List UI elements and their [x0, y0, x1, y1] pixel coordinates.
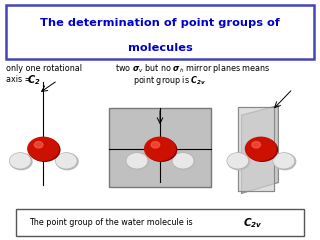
Text: The determination of point groups of: The determination of point groups of [40, 18, 280, 28]
Bar [6, 5, 314, 59]
Polygon shape [238, 107, 274, 191]
Circle shape [28, 137, 59, 160]
Circle shape [245, 137, 276, 160]
Text: $\bfit{C}_2$: $\bfit{C}_2$ [27, 73, 40, 87]
Circle shape [227, 153, 249, 169]
Bar [109, 108, 211, 187]
Text: axis =: axis = [6, 75, 34, 84]
Circle shape [151, 142, 160, 148]
Bar [16, 209, 304, 236]
Text: point group is $\bfit{C}_{2v}$: point group is $\bfit{C}_{2v}$ [133, 74, 206, 87]
Circle shape [145, 137, 175, 160]
Circle shape [56, 153, 78, 170]
Circle shape [146, 138, 177, 161]
Polygon shape [242, 106, 278, 193]
Circle shape [126, 153, 148, 169]
Circle shape [55, 153, 77, 169]
Text: The point group of the water molecule is: The point group of the water molecule is [29, 218, 195, 227]
Text: $\bfit{C}_{2v}$: $\bfit{C}_{2v}$ [243, 216, 262, 230]
Circle shape [29, 138, 60, 161]
Circle shape [274, 153, 296, 170]
Text: two $\boldsymbol{\sigma}_v$ but no $\boldsymbol{\sigma}_h$ mirror planes means: two $\boldsymbol{\sigma}_v$ but no $\bol… [115, 62, 270, 75]
Circle shape [247, 138, 277, 161]
Circle shape [252, 142, 260, 148]
Circle shape [9, 153, 31, 169]
Circle shape [127, 153, 149, 170]
Circle shape [172, 153, 194, 169]
Circle shape [34, 142, 43, 148]
Text: molecules: molecules [128, 43, 192, 53]
Circle shape [10, 153, 32, 170]
Text: only one rotational: only one rotational [6, 64, 83, 73]
Circle shape [228, 153, 250, 170]
Circle shape [273, 153, 295, 169]
Circle shape [173, 153, 195, 170]
